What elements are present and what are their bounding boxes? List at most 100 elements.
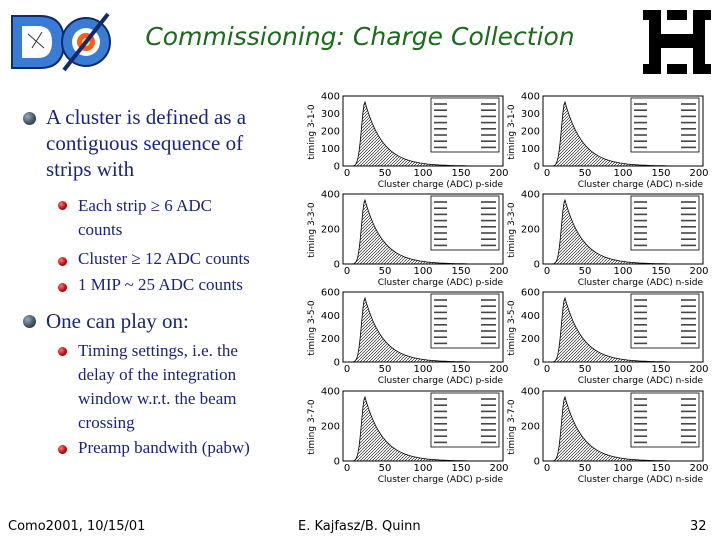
x-tick-label: 150	[451, 168, 470, 179]
x-tick-label: 200	[689, 168, 708, 179]
x-axis-label: Cluster charge (ADC) n-side	[578, 278, 704, 288]
x-tick-label: 0	[344, 364, 350, 375]
y-tick-label: 200	[321, 422, 340, 433]
stats-box	[630, 293, 700, 349]
stats-box	[430, 97, 500, 153]
bullet-marker	[23, 112, 36, 125]
x-tick-label: 200	[489, 266, 508, 277]
y-axis-label: timing 3-7-0	[507, 399, 517, 455]
y-tick-label: 400	[521, 92, 540, 103]
bullet-text-play-on: One can play on:	[46, 309, 189, 333]
y-tick-label: 300	[521, 109, 540, 120]
x-tick-label: 100	[413, 168, 432, 179]
y-axis-label: timing 3-7-0	[307, 399, 317, 455]
x-tick-label: 50	[379, 266, 392, 277]
histogram-bars	[547, 100, 668, 167]
fermilab-logo	[643, 10, 711, 74]
sub-bullet-marker	[58, 201, 67, 210]
text-line: Each strip ≥ 6 ADC	[78, 196, 212, 215]
x-tick-label: 0	[344, 168, 350, 179]
x-tick-label: 100	[413, 364, 432, 375]
y-tick-label: 200	[521, 334, 540, 345]
text-line: counts	[78, 220, 123, 239]
x-tick-label: 100	[613, 266, 632, 277]
y-tick-label: 200	[521, 225, 540, 236]
x-tick-label: 0	[544, 266, 550, 277]
y-tick-label: 200	[321, 225, 340, 236]
x-tick-label: 150	[651, 463, 670, 474]
footer-page-number: 32	[690, 519, 707, 534]
x-tick-label: 200	[689, 463, 708, 474]
sub-bullet-text: 1 MIP ~ 25 ADC counts	[78, 275, 243, 294]
y-tick-label: 100	[321, 144, 340, 155]
y-tick-label: 0	[534, 260, 540, 271]
y-tick-label: 0	[334, 260, 340, 271]
sub-bullet-text: Each strip ≥ 6 ADC counts	[78, 194, 298, 242]
bullet-text-cluster-definition: A cluster is defined as a contiguous seq…	[46, 104, 306, 182]
histogram-bars	[347, 296, 468, 363]
stats-box	[430, 392, 500, 448]
cluster-charge-histogram: 400 200 0 0 50 100 150 200 Cluster charge (ADC) …	[305, 190, 510, 289]
y-axis-label: timing 3-1-0	[507, 104, 517, 160]
histogram-bars	[347, 395, 468, 462]
cluster-charge-histogram: 600 400 200 0 0 50 100 150 200 Cluster charge (AD…	[305, 288, 510, 387]
y-tick-label: 300	[321, 109, 340, 120]
y-tick-label: 400	[321, 190, 340, 201]
text-line: delay of the integration	[78, 365, 237, 384]
cluster-charge-histogram: 400 200 0 0 50 100 150 200 Cluster charge (ADC) …	[305, 387, 510, 486]
x-tick-label: 150	[451, 266, 470, 277]
cluster-charge-histogram: 400 200 0 0 50 100 150 200 Cluster charge (ADC) …	[505, 387, 710, 486]
y-tick-label: 0	[534, 358, 540, 369]
y-tick-label: 0	[334, 162, 340, 173]
x-tick-label: 150	[651, 266, 670, 277]
slide-title: Commissioning: Charge Collection	[145, 22, 575, 51]
sub-bullet-text: Preamp bandwith (pabw)	[78, 438, 250, 457]
x-axis-label: Cluster charge (ADC) n-side	[578, 180, 704, 190]
x-tick-label: 50	[579, 168, 592, 179]
x-axis-label: Cluster charge (ADC) p-side	[378, 376, 504, 386]
x-tick-label: 200	[689, 266, 708, 277]
x-tick-label: 50	[379, 168, 392, 179]
y-tick-label: 200	[521, 422, 540, 433]
x-tick-label: 200	[689, 364, 708, 375]
x-tick-label: 150	[651, 364, 670, 375]
x-tick-label: 0	[544, 463, 550, 474]
y-tick-label: 100	[521, 144, 540, 155]
text-line: window w.r.t. the beam	[78, 389, 237, 408]
x-tick-label: 50	[579, 266, 592, 277]
x-tick-label: 100	[613, 168, 632, 179]
x-tick-label: 150	[451, 463, 470, 474]
x-axis-label: Cluster charge (ADC) p-side	[378, 278, 504, 288]
text-line: Timing settings, i.e. the	[78, 341, 238, 360]
histogram-bars	[347, 100, 468, 167]
x-tick-label: 200	[489, 364, 508, 375]
y-tick-label: 600	[521, 288, 540, 299]
cluster-charge-histogram: 400 200 0 0 50 100 150 200 Cluster charge (ADC) …	[505, 190, 710, 289]
y-axis-label: timing 3-3-0	[507, 202, 517, 258]
y-tick-label: 400	[521, 311, 540, 322]
y-tick-label: 400	[321, 311, 340, 322]
x-tick-label: 100	[613, 364, 632, 375]
sub-bullet-text: Timing settings, i.e. the delay of the i…	[78, 339, 298, 435]
y-tick-label: 200	[321, 127, 340, 138]
histogram-bars	[547, 296, 668, 363]
x-axis-label: Cluster charge (ADC) p-side	[378, 475, 504, 485]
y-tick-label: 0	[334, 358, 340, 369]
cluster-charge-histogram: 400 300 200 100 0 0 50 100 150 200 Cluster charge …	[305, 92, 510, 191]
y-tick-label: 0	[534, 162, 540, 173]
x-tick-label: 0	[544, 364, 550, 375]
y-axis-label: timing 3-5-0	[307, 300, 317, 356]
x-axis-label: Cluster charge (ADC) p-side	[378, 180, 504, 190]
x-tick-label: 0	[544, 168, 550, 179]
y-tick-label: 400	[521, 190, 540, 201]
y-tick-label: 400	[321, 387, 340, 398]
y-axis-label: timing 3-3-0	[307, 202, 317, 258]
x-tick-label: 100	[413, 463, 432, 474]
sub-bullet-marker	[58, 445, 67, 454]
text-line: contiguous sequence of	[46, 131, 244, 155]
